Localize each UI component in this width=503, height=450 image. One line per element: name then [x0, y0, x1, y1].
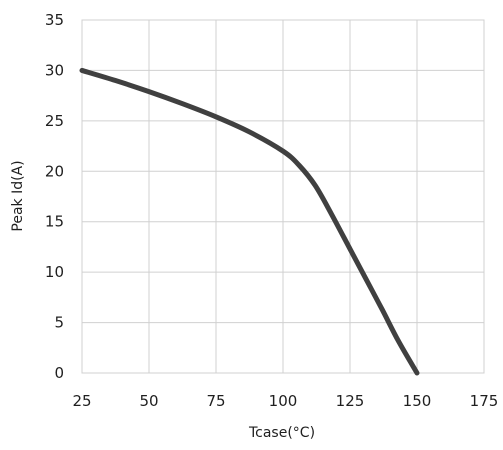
y-tick-label: 35 [45, 11, 64, 29]
x-tick-labels: 25 50 75 100 125 150 175 [72, 392, 498, 410]
y-tick-label: 0 [54, 364, 64, 382]
y-tick-label: 30 [45, 61, 64, 79]
x-axis-label: Tcase(°C) [248, 425, 315, 441]
x-tick-label: 100 [269, 392, 298, 410]
x-tick-label: 75 [206, 392, 225, 410]
plot-frame [81, 19, 485, 374]
y-tick-label: 25 [45, 112, 64, 130]
x-tick-label: 175 [470, 392, 499, 410]
y-tick-label: 20 [45, 162, 64, 180]
y-tick-label: 5 [54, 314, 64, 332]
x-tick-label: 25 [72, 392, 91, 410]
y-axis-label: Peak Id(A) [10, 160, 26, 231]
x-tick-label: 150 [403, 392, 432, 410]
x-tick-label: 50 [139, 392, 158, 410]
plot-border [81, 19, 485, 374]
y-tick-label: 10 [45, 263, 64, 281]
series-line [79, 67, 420, 376]
y-tick-label: 15 [45, 213, 64, 231]
grid [81, 19, 485, 374]
x-tick-label: 125 [336, 392, 365, 410]
y-tick-labels: 0 5 10 15 20 25 30 35 [45, 11, 64, 382]
series-layer [79, 67, 420, 376]
